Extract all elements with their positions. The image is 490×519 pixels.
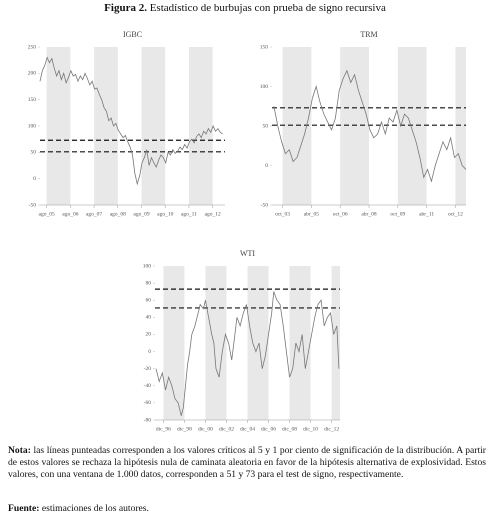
shaded-band [205, 266, 227, 420]
x-tick-label: dic_98 [177, 426, 192, 432]
y-tick-label: 150 [260, 44, 269, 50]
shaded-band [141, 47, 166, 205]
x-tick-label: dic_06 [261, 426, 276, 432]
y-tick-label: 0 [33, 176, 36, 182]
series-line [273, 69, 467, 183]
source-label: Fuente: [8, 503, 40, 514]
y-tick-label: 250 [28, 44, 37, 50]
x-tick-label: ago_12 [205, 211, 221, 217]
chart-title: WTI [240, 249, 255, 258]
shaded-band [188, 47, 213, 205]
series-line [155, 291, 340, 416]
x-tick-label: ago_09 [133, 211, 149, 217]
x-tick-label: abr_08 [361, 211, 377, 217]
shaded-band [397, 47, 427, 205]
y-tick-label: 50 [31, 150, 37, 156]
y-tick-label: -50 [29, 202, 37, 208]
series-line [39, 56, 223, 186]
x-tick-label: dic_96 [156, 426, 171, 432]
x-tick-label: dic_12 [324, 426, 339, 432]
y-tick-label: 20 [146, 332, 152, 338]
figure-title: Estadístico de burbujas con prueba de si… [149, 2, 386, 14]
chart-title: TRM [360, 30, 377, 39]
x-tick-label: dic_02 [219, 426, 234, 432]
chart-title: IGBC [123, 30, 142, 39]
x-tick-label: oct_06 [333, 211, 348, 217]
x-tick-label: ago_08 [110, 211, 126, 217]
x-tick-label: oct_12 [448, 211, 463, 217]
y-tick-label: 100 [28, 123, 37, 129]
shaded-band [289, 266, 311, 420]
figure-label: Figura 2. [104, 2, 147, 14]
x-tick-label: abr_11 [419, 211, 434, 217]
x-tick-label: ago_10 [157, 211, 173, 217]
y-tick-label: 100 [260, 84, 269, 90]
y-tick-label: 150 [28, 97, 37, 103]
shaded-band [331, 266, 340, 420]
y-tick-label: 0 [265, 163, 268, 169]
x-tick-label: ago_05 [39, 211, 55, 217]
shaded-band [282, 47, 312, 205]
x-tick-label: ago_11 [181, 211, 197, 217]
x-tick-label: ago_06 [62, 211, 78, 217]
note: Nota: las líneas punteadas corresponden … [8, 445, 486, 481]
x-tick-label: abr_05 [304, 211, 320, 217]
shaded-band [94, 47, 118, 205]
y-tick-label: 200 [28, 71, 37, 77]
y-tick-label: 100 [143, 263, 152, 269]
shaded-band [163, 266, 185, 420]
x-tick-label: dic_04 [240, 426, 255, 432]
shaded-band [247, 266, 269, 420]
source: Fuente: estimaciones de los autores. [8, 503, 486, 515]
y-tick-label: -50 [261, 202, 269, 208]
shaded-band [46, 47, 71, 205]
y-tick-label: 80 [146, 280, 152, 286]
x-tick-label: oct_03 [275, 211, 290, 217]
note-label: Nota: [8, 445, 31, 456]
shaded-band [340, 47, 369, 205]
x-tick-label: dic_00 [198, 426, 213, 432]
y-tick-label: 40 [146, 315, 152, 321]
source-text: estimaciones de los autores. [41, 503, 149, 514]
y-tick-label: -40 [144, 383, 152, 389]
note-text: las líneas punteadas corresponden a los … [8, 445, 486, 480]
x-tick-label: dic_08 [282, 426, 297, 432]
x-tick-label: dic_10 [303, 426, 318, 432]
figure-caption: Figura 2. Estadístico de burbujas con pr… [0, 2, 490, 14]
y-tick-label: 50 [263, 123, 269, 129]
y-tick-label: -80 [144, 417, 152, 423]
x-tick-label: oct_09 [390, 211, 405, 217]
y-tick-label: -60 [144, 400, 152, 406]
x-tick-label: ago_07 [86, 211, 102, 217]
y-tick-label: 0 [148, 349, 151, 355]
y-tick-label: 60 [146, 297, 152, 303]
y-tick-label: -20 [144, 366, 152, 372]
shaded-band [455, 47, 466, 205]
